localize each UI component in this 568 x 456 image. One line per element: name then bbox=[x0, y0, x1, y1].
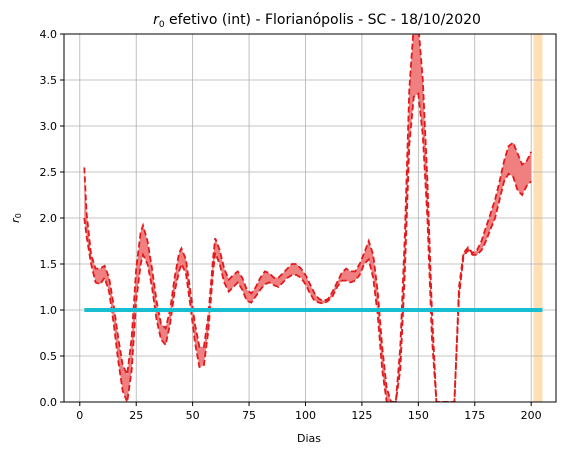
band-upper-line bbox=[83, 34, 533, 402]
y-tick-label: 2.0 bbox=[40, 212, 58, 225]
y-tick-label: 0.5 bbox=[40, 350, 58, 363]
x-tick-label: 200 bbox=[521, 409, 542, 422]
band-lower-line bbox=[83, 92, 532, 402]
chart-title-r-subscript: 0 bbox=[159, 20, 165, 30]
x-tick-label: 175 bbox=[464, 409, 485, 422]
y-axis-label-subscript: 0 bbox=[14, 213, 23, 218]
x-axis-label: Dias bbox=[297, 432, 321, 445]
x-tick-label: 25 bbox=[129, 409, 143, 422]
y-tick-label: 1.0 bbox=[40, 304, 58, 317]
x-tick-label: 75 bbox=[242, 409, 256, 422]
x-tick-label: 50 bbox=[186, 409, 200, 422]
x-tick-label: 0 bbox=[76, 409, 83, 422]
chart-title-r-symbol: r bbox=[153, 12, 160, 28]
x-tick-label: 100 bbox=[295, 409, 316, 422]
x-tick-label: 150 bbox=[408, 409, 429, 422]
y-axis-label-symbol: r bbox=[9, 217, 22, 223]
y-tick-label: 4.0 bbox=[40, 28, 58, 41]
y-tick-label: 0.0 bbox=[40, 396, 58, 409]
y-tick-label: 2.5 bbox=[40, 166, 58, 179]
plot-area: 0 25 50 75 100 125 150 175 200 0.0 0.5 1.0 1.5 2.0 2.5… bbox=[40, 28, 557, 422]
band-group bbox=[83, 34, 533, 402]
y-tick-label: 3.0 bbox=[40, 120, 58, 133]
y-tick-label: 3.5 bbox=[40, 74, 58, 87]
x-tick-label: 125 bbox=[351, 409, 372, 422]
y-axis-label: r0 bbox=[9, 213, 23, 223]
band-area bbox=[84, 34, 532, 402]
chart-title-rest: efetivo (int) - Florianópolis - SC - 18/… bbox=[165, 12, 481, 28]
chart-title: r0 efetivo (int) - Florianópolis - SC - … bbox=[153, 12, 481, 30]
y-tick-label: 1.5 bbox=[40, 258, 58, 271]
